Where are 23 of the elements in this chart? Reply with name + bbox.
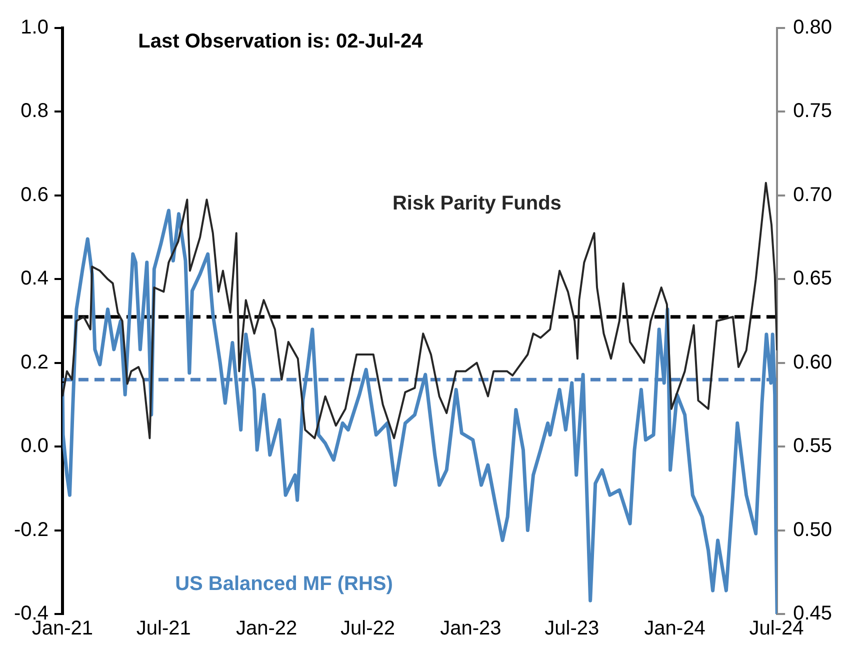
y2-tick-label: 0.65 xyxy=(793,268,832,290)
x-tick-label: Jan-22 xyxy=(236,618,298,640)
y-tick-label: 0.4 xyxy=(20,268,48,290)
chart-title: Last Observation is: 02-Jul-24 xyxy=(138,30,424,53)
y2-tick-label: 0.55 xyxy=(793,435,832,458)
series-label: Risk Parity Funds xyxy=(392,192,562,214)
x-tick-label: Jul-23 xyxy=(544,618,600,640)
y2-tick-label: 0.50 xyxy=(793,518,832,541)
x-tick-label: Jan-23 xyxy=(440,618,502,640)
y-tick-label: -0.2 xyxy=(14,518,48,541)
y-tick-label: 0.6 xyxy=(20,184,48,206)
y-tick-label: 0.2 xyxy=(20,351,48,374)
y2-tick-label: 0.60 xyxy=(793,351,832,374)
y2-tick-label: 0.70 xyxy=(793,184,832,206)
y-tick-label: 0.0 xyxy=(20,435,48,458)
y-tick-label: 1.0 xyxy=(20,16,48,39)
y-tick-label: 0.8 xyxy=(20,100,48,122)
x-tick-label: Jan-24 xyxy=(644,618,706,640)
y2-tick-label: 0.80 xyxy=(793,16,832,39)
text: US Balanced MF (RHS) xyxy=(175,573,393,596)
y2-tick-label: 0.75 xyxy=(793,100,832,122)
x-tick-label: Jul-21 xyxy=(136,618,191,640)
x-tick-label: Jul-22 xyxy=(340,618,396,640)
